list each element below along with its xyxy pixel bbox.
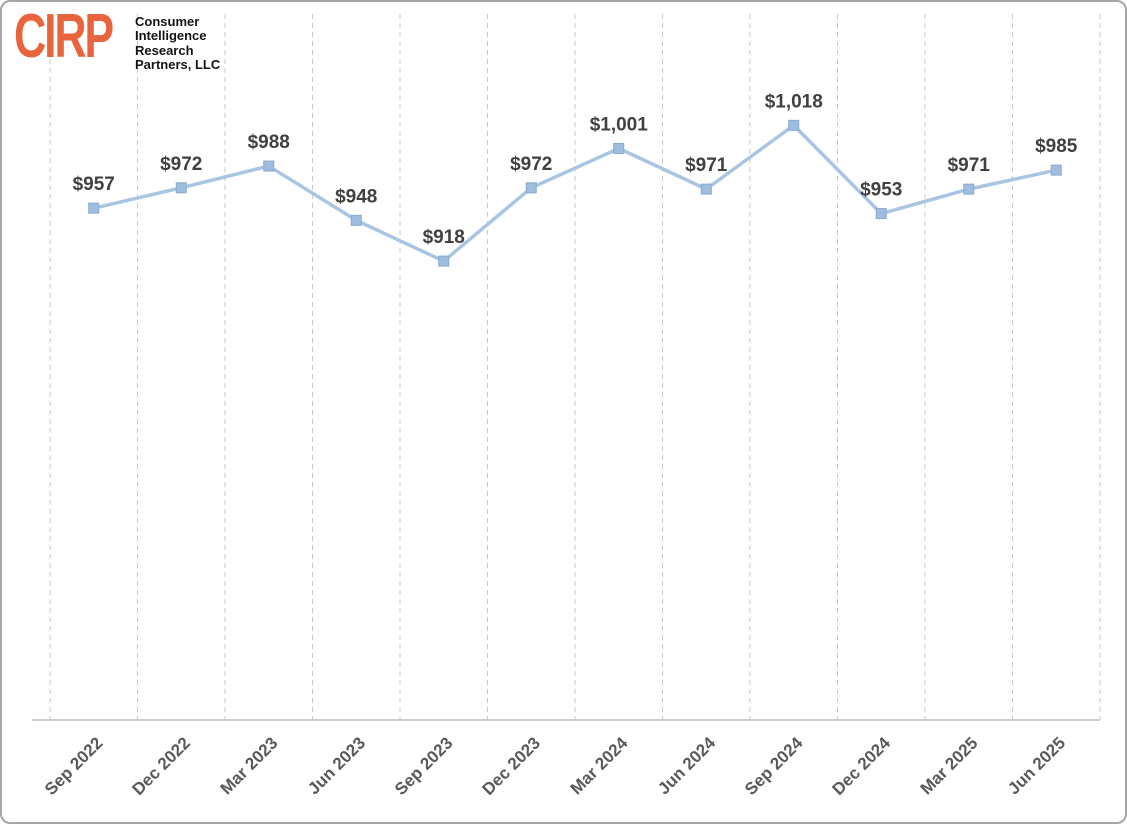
data-point-marker	[350, 214, 362, 226]
data-point-marker	[875, 208, 887, 220]
data-point-marker	[88, 202, 100, 214]
x-axis-label: Jun 2023	[304, 733, 369, 798]
logo-subtitle-line: Research	[135, 42, 194, 58]
data-label: $948	[335, 186, 377, 207]
cirp-logo-subtitle: Consumer Intelligence Research Partners,…	[135, 14, 221, 72]
data-point-marker	[1050, 164, 1062, 176]
data-label: $971	[685, 155, 728, 176]
data-label: $1,018	[765, 91, 823, 112]
data-label: $988	[248, 132, 290, 153]
logo-subtitle-line: Partners, LLC	[135, 56, 221, 72]
data-point-marker	[613, 142, 625, 154]
x-axis-label: Sep 2024	[741, 733, 807, 799]
x-axis-label: Sep 2022	[41, 733, 107, 799]
data-label: $918	[423, 227, 465, 248]
x-axis-label: Jun 2024	[654, 733, 719, 798]
data-point-marker	[525, 182, 537, 194]
x-axis-label: Mar 2023	[217, 733, 282, 798]
data-point-marker	[438, 255, 450, 267]
cirp-logo-text: CIRP	[14, 2, 114, 71]
x-axis-label: Sep 2023	[391, 733, 457, 799]
data-label: $985	[1035, 136, 1078, 157]
data-point-marker	[175, 182, 187, 194]
data-line	[92, 123, 1058, 263]
cirp-logo: CIRP Consumer Intelligence Research Part…	[14, 6, 274, 74]
data-point-marker	[700, 183, 712, 195]
logo-subtitle-line: Intelligence	[135, 28, 207, 44]
data-label: $971	[948, 155, 991, 176]
data-label: $1,001	[590, 114, 649, 135]
data-label: $957	[73, 174, 115, 195]
logo-subtitle-line: Consumer	[135, 14, 200, 29]
data-label: $972	[510, 154, 552, 175]
x-axis-label: Dec 2022	[129, 733, 195, 799]
x-axis-label: Dec 2024	[829, 733, 895, 799]
data-point-marker	[263, 160, 275, 172]
x-axis-label: Jun 2025	[1004, 733, 1069, 798]
data-label: $953	[860, 180, 902, 201]
x-axis-label: Mar 2025	[917, 733, 982, 798]
data-label: $972	[160, 154, 202, 175]
data-point-marker	[788, 119, 800, 131]
x-axis-label: Dec 2023	[479, 733, 545, 799]
x-axis-label: Mar 2024	[567, 733, 632, 798]
data-point-marker	[963, 183, 975, 195]
